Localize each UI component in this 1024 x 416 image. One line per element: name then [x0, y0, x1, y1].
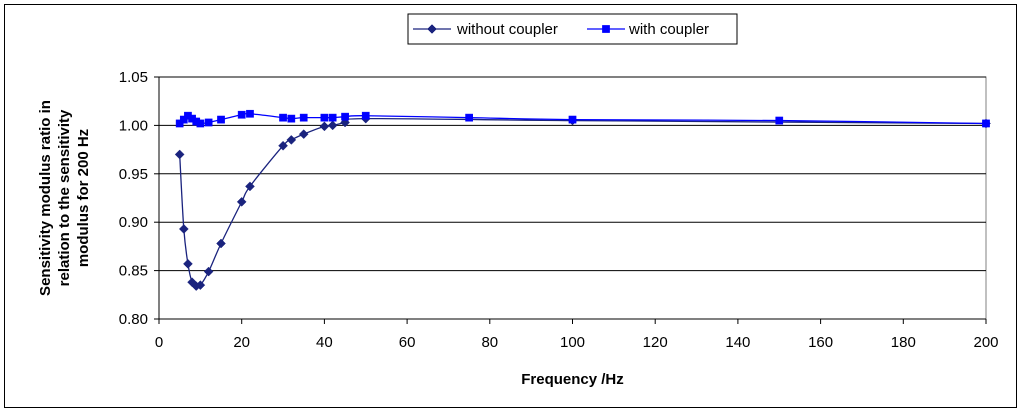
data-point [179, 115, 188, 124]
y-axis-title-line: relation to the sensitivity [56, 109, 73, 286]
y-tick-label: 0.85 [119, 263, 148, 280]
data-point [216, 238, 226, 249]
legend-entry: with coupler [587, 21, 709, 38]
y-axis-title-text: Sensitivity modulus ratio in relation to … [37, 100, 92, 296]
y-tick-label: 0.80 [119, 311, 148, 328]
y-tick-label: 1.00 [119, 117, 148, 134]
series-with-coupler [175, 109, 990, 128]
x-axis-title: Frequency /Hz [521, 371, 624, 388]
data-point [174, 149, 185, 160]
legend-diamond-marker [427, 24, 437, 34]
y-axis-ticks: 0.80 0.85 0.90 0.95 1.00 1.05 [119, 69, 160, 328]
data-point [319, 121, 330, 132]
legend-entry: without coupler [413, 21, 558, 38]
data-point [299, 113, 308, 122]
y-axis-title-line: Sensitivity modulus ratio in [37, 100, 54, 296]
y-tick-label: 0.95 [119, 166, 148, 183]
x-tick-label: 20 [233, 334, 250, 351]
x-tick-label: 160 [808, 334, 833, 351]
x-tick-label: 60 [399, 334, 416, 351]
data-point [341, 112, 349, 121]
data-point [196, 119, 205, 128]
x-tick-label: 200 [973, 334, 998, 351]
y-axis-title-line: modulus for 200 Hz [75, 129, 92, 267]
legend-label: with coupler [628, 21, 709, 38]
data-point [175, 119, 184, 128]
x-tick-label: 80 [481, 334, 498, 351]
legend-square-marker [602, 25, 610, 33]
data-point [183, 258, 193, 269]
x-tick-label: 100 [560, 334, 585, 351]
x-axis-ticks: 0 20 40 60 80 100 120 140 160 180 200 [155, 319, 999, 351]
y-axis-title: Sensitivity modulus ratio in relation to … [37, 100, 92, 296]
data-point [217, 115, 225, 124]
series-layer [174, 109, 991, 291]
data-point [195, 280, 206, 290]
legend-items: without coupler with coupler [413, 21, 709, 38]
data-point [204, 118, 213, 127]
data-point [279, 113, 287, 122]
data-point [237, 110, 246, 119]
data-point [246, 109, 254, 118]
y-tick-label: 0.90 [119, 214, 148, 231]
x-tick-label: 140 [725, 334, 750, 351]
data-point [286, 135, 297, 145]
data-point [278, 140, 288, 151]
data-point [178, 224, 189, 234]
data-point [465, 113, 473, 122]
data-point [298, 129, 309, 139]
data-point [236, 197, 247, 207]
x-tick-label: 120 [643, 334, 668, 351]
data-point [320, 113, 329, 122]
x-tick-label: 0 [155, 334, 163, 351]
plot-area [158, 76, 987, 320]
data-point [982, 119, 990, 128]
legend: without coupler with coupler [407, 13, 738, 45]
data-point [203, 266, 214, 277]
data-point [568, 115, 577, 124]
data-point [245, 181, 255, 192]
x-tick-label: 40 [316, 334, 333, 351]
y-tick-label: 1.05 [119, 69, 148, 86]
data-point [328, 113, 337, 122]
legend-label: without coupler [456, 21, 558, 38]
x-tick-label: 180 [891, 334, 916, 351]
legend-box [407, 13, 738, 45]
data-point [361, 111, 370, 120]
data-point [327, 120, 338, 131]
data-point [287, 114, 296, 123]
data-point [775, 116, 784, 125]
